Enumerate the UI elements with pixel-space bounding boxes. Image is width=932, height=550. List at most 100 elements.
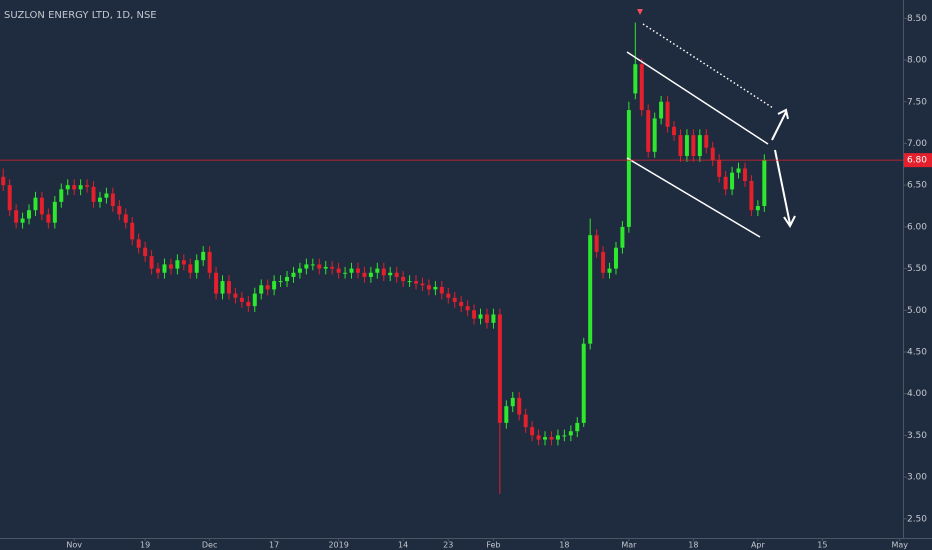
candle-body [697,135,702,156]
candle-body [20,218,25,223]
last-price-label: 6.80 [907,156,927,166]
candle-body [472,310,477,319]
candle-body [394,272,399,277]
candle-body [639,64,644,111]
candle-body [755,206,760,211]
candle-body [414,281,419,284]
x-tick-label: May [892,541,909,550]
x-tick-label: 2019 [328,541,348,550]
candle-body [226,281,231,294]
candle-body [233,293,238,298]
candle-body [549,437,554,440]
x-tick-label: Apr [751,541,766,550]
y-tick-label: 8.50 [907,14,927,24]
candle-body [620,226,625,248]
candle-body [594,235,599,252]
candle-body [130,222,135,240]
plot-area [1,22,767,494]
candle-body [601,251,606,273]
candle-body [362,272,367,277]
y-tick-label: 4.00 [907,389,927,399]
candle-body [504,406,509,423]
y-tick-label: 6.50 [907,181,927,191]
candle-body [704,135,709,148]
candle-body [613,247,618,269]
channel-upper [626,51,769,145]
x-tick-label: 23 [443,541,453,550]
candle-body [452,297,457,302]
candle-body [478,314,483,319]
x-tick-label: Dec [202,541,217,550]
candle-body [749,181,754,211]
candle-body [581,343,586,423]
candle-body [439,286,444,294]
candle-body [259,285,264,294]
chart-title: SUZLON ENERGY LTD, 1D, NSE [4,10,157,21]
candle-body [484,314,489,323]
candle-body [156,268,161,273]
candle-body [523,414,528,428]
candle-body [672,126,677,136]
candle-body [330,266,335,269]
candle-body [665,101,670,127]
dotted-trendline [642,23,774,109]
candle-body [136,239,141,248]
candle-body [517,397,522,415]
x-tick-label: 14 [398,541,408,550]
candle-body [633,64,638,94]
candle-body [188,264,193,273]
arrow-down [774,149,796,228]
candle-body [323,266,328,269]
candle-body [691,135,696,156]
candle-body [355,268,360,273]
candle-body [401,276,406,282]
candle-body [14,210,19,223]
candle-body [678,135,683,156]
candle-body [265,285,270,290]
candle-body [459,301,464,307]
candle-body [575,422,580,432]
candle-body [762,160,767,207]
candle-body [175,260,180,269]
candle-body [310,264,315,266]
candle-body [162,264,167,273]
y-tick-label: 7.00 [907,139,927,149]
x-tick-label: 18 [688,541,698,550]
x-tick-label: Mar [621,541,637,550]
channel-lower [626,157,761,238]
candle-body [27,210,32,219]
y-tick-label: 7.50 [907,97,927,107]
candle-body [117,206,122,215]
candle-body [349,268,354,273]
candle-body [52,201,57,223]
candle-body [588,235,593,344]
y-tick-label: 5.00 [907,306,927,316]
candle-body [562,435,567,437]
candle-body [59,189,64,202]
candle-body [568,431,573,436]
drawings [626,23,796,238]
candle-body [207,251,212,273]
candle-body [626,110,631,227]
candle-body [736,168,741,173]
y-tick-label: 5.50 [907,264,927,274]
candle-body [91,186,96,202]
candle-body [536,435,541,440]
candle-body [684,135,689,156]
candle-body [285,276,290,282]
candle-body [104,193,109,198]
candle-body [33,197,38,211]
candle-body [652,118,657,152]
candle-body [420,283,425,286]
candle-body [336,268,341,273]
x-tick-label: Feb [486,541,500,550]
candle-body [646,110,651,152]
y-tick-label: 8.00 [907,56,927,66]
candle-body [343,272,348,274]
candle-body [194,260,199,273]
candle-body [710,147,715,161]
candle-body [510,397,515,407]
candle-body [65,185,70,190]
candle-body [123,214,128,223]
candle-body [291,272,296,277]
